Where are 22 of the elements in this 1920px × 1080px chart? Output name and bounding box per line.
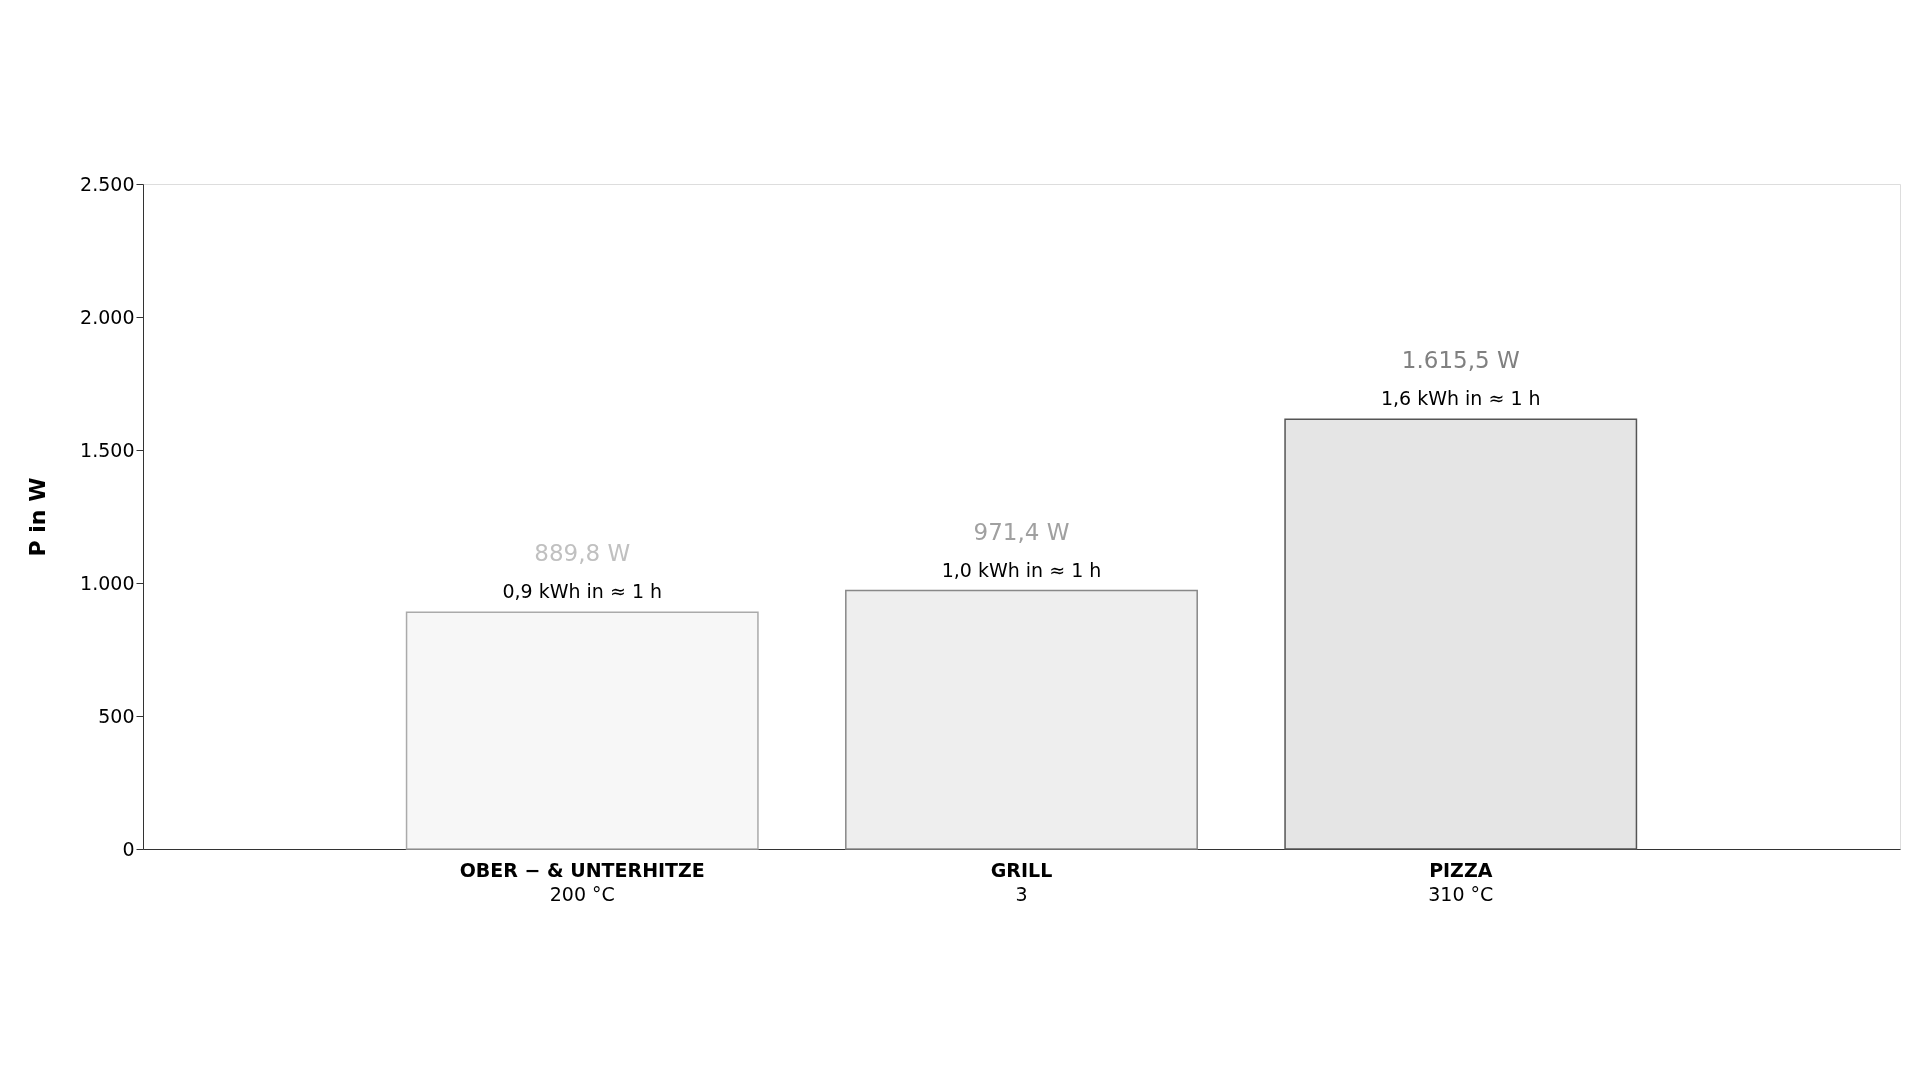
annotation: 1,0 kWh in ≈ 1 h: [941, 558, 1102, 581]
bar: [1284, 418, 1638, 850]
bar: [845, 589, 1198, 850]
y-tick-label: 0: [122, 837, 135, 860]
y-tick-label: 1.500: [80, 438, 135, 461]
y-tick-label: 500: [98, 704, 135, 727]
annotation: 200 °C: [549, 883, 615, 905]
x-tick-label: GRILL: [990, 858, 1053, 881]
annotation: 310 °C: [1428, 883, 1494, 905]
y-tick-label: 2.000: [80, 305, 135, 328]
annotation: 0,9 kWh in ≈ 1 h: [502, 580, 663, 603]
bar: [405, 611, 759, 850]
y-tick-label: 2.500: [80, 172, 135, 195]
annotation: 3: [1015, 883, 1028, 905]
data-label: 971,4 W: [973, 518, 1070, 545]
annotation: 1,6 kWh in ≈ 1 h: [1380, 387, 1541, 410]
x-tick-label: PIZZA: [1429, 858, 1493, 881]
y-axis-title: P in W: [25, 477, 51, 557]
y-tick-label: 1.000: [80, 571, 135, 594]
data-label: 1.615,5 W: [1401, 347, 1520, 374]
x-tick-label: OBER − & UNTERHITZE: [459, 858, 705, 881]
data-label: 889,8 W: [534, 540, 631, 567]
